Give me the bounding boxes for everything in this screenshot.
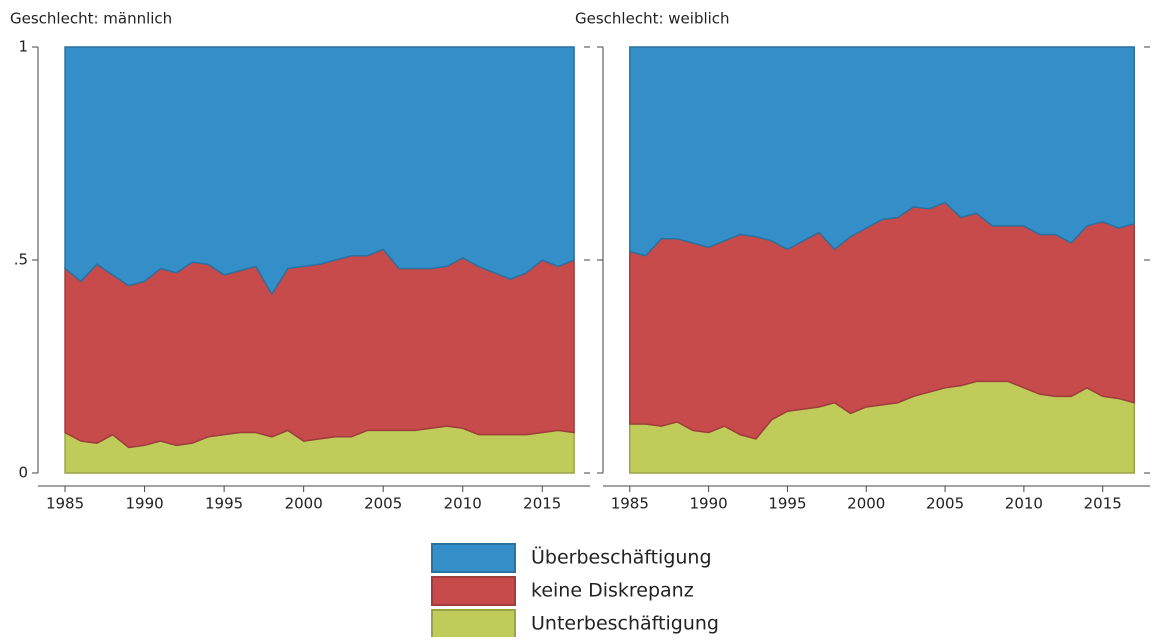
x-tick-label: 2015 [1084,495,1122,513]
legend-swatch [431,576,516,606]
x-tick-label: 1985 [611,495,649,513]
area [64,46,575,296]
x-tick-label: 2000 [847,495,885,513]
legend-label: Unterbeschäftigung [531,613,719,635]
legend-label: Überbeschäftigung [531,546,712,569]
x-tick-label: 2000 [285,495,323,513]
legend-label: keine Diskrepanz [531,580,694,602]
x-tick-label: 1990 [125,495,163,513]
x-tick-label: 2010 [1005,495,1043,513]
x-tick-label: 2005 [926,495,964,513]
x-tick-label: 1995 [768,495,806,513]
panel-title: Geschlecht: männlich [10,10,172,28]
x-tick-label: 2010 [444,495,482,513]
legend-swatch [431,609,516,639]
y-tick-label: .5 [14,251,28,269]
panel-title: Geschlecht: weiblich [575,10,730,28]
x-tick-label: 2005 [364,495,402,513]
x-tick-label: 1995 [205,495,243,513]
area [629,46,1135,257]
y-tick-label: 0 [18,464,28,482]
x-tick-label: 1985 [46,495,84,513]
x-tick-label: 1990 [690,495,728,513]
legend-swatch [431,543,516,573]
x-tick-label: 2015 [523,495,561,513]
y-tick-label: 1 [18,38,28,56]
